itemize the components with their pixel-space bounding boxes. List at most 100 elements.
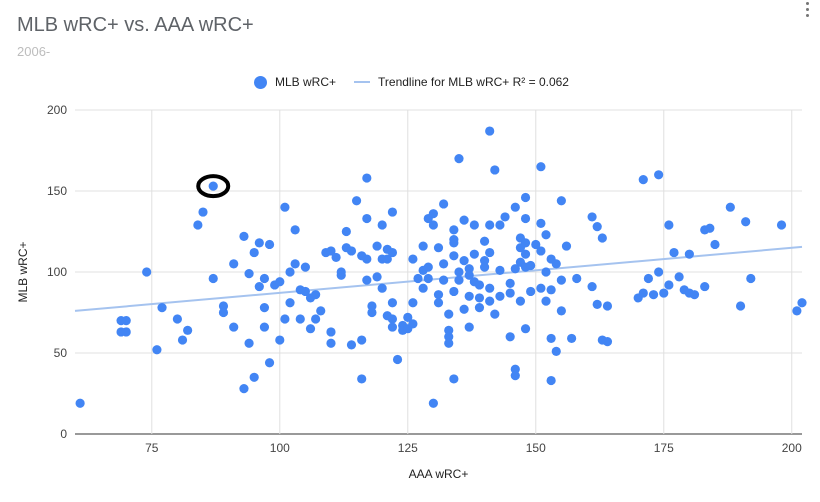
data-point <box>526 286 536 297</box>
highlight-circle <box>196 174 231 199</box>
gridlines <box>75 109 802 435</box>
more-options-icon[interactable] <box>805 2 811 22</box>
data-point <box>449 374 459 384</box>
data-point <box>408 298 418 308</box>
data-point <box>121 316 131 326</box>
data-point <box>495 220 505 230</box>
data-point <box>510 202 520 212</box>
data-point <box>479 256 490 266</box>
data-point <box>479 236 490 246</box>
y-tick-label: 100 <box>47 265 67 279</box>
data-point <box>587 281 597 292</box>
data-point <box>239 231 249 241</box>
data-point <box>351 196 362 206</box>
data-point <box>485 247 495 258</box>
data-point <box>597 233 607 243</box>
data-point <box>382 254 392 264</box>
data-point <box>444 309 454 319</box>
data-point <box>520 324 531 334</box>
data-point <box>408 319 418 329</box>
data-point <box>520 249 531 259</box>
data-point <box>403 312 413 322</box>
data-point <box>474 293 485 303</box>
data-point <box>546 285 556 295</box>
data-point <box>648 290 659 300</box>
data-point <box>275 335 285 345</box>
x-tick-label: 75 <box>145 441 159 455</box>
data-point <box>520 192 531 203</box>
data-point <box>602 337 613 347</box>
data-point <box>459 256 469 266</box>
data-point <box>664 220 674 230</box>
data-point <box>572 273 582 284</box>
data-point <box>254 238 264 248</box>
data-point <box>244 338 254 348</box>
data-point <box>454 275 464 285</box>
data-point <box>244 269 254 279</box>
data-point <box>449 251 459 261</box>
data-point <box>439 259 449 269</box>
data-point <box>300 262 310 272</box>
data-point <box>408 254 418 264</box>
data-point <box>177 335 188 345</box>
data-point <box>556 306 566 316</box>
data-point <box>454 154 464 164</box>
data-point <box>689 290 700 300</box>
data-point <box>418 283 428 293</box>
data-point <box>259 322 270 332</box>
data-point <box>367 307 377 318</box>
data-point <box>444 332 454 342</box>
data-point <box>664 280 674 290</box>
data-point <box>520 213 531 224</box>
data-point <box>659 288 669 298</box>
data-point <box>259 273 270 284</box>
data-point <box>259 303 270 313</box>
data-point <box>567 333 577 344</box>
data-point <box>264 239 275 250</box>
data-point <box>638 175 648 185</box>
data-point <box>218 307 229 318</box>
data-point <box>392 354 403 365</box>
data-point <box>423 273 433 284</box>
data-point <box>592 299 602 309</box>
data-point <box>357 374 367 384</box>
data-point <box>193 220 203 230</box>
data-point <box>387 298 398 308</box>
data-point <box>474 280 485 290</box>
data-point <box>280 314 290 324</box>
data-point <box>536 218 546 228</box>
data-point <box>367 301 377 311</box>
data-point <box>464 322 474 332</box>
data-point <box>362 213 372 224</box>
x-axis-title: AAA wRC+ <box>409 467 469 481</box>
data-point <box>372 241 382 251</box>
data-point <box>439 275 449 285</box>
data-point <box>454 267 464 277</box>
data-point <box>505 278 515 288</box>
data-point <box>536 162 546 172</box>
data-point <box>295 314 305 324</box>
data-point <box>208 273 218 284</box>
legend-trendline-marker <box>354 81 371 83</box>
data-point <box>700 281 710 292</box>
data-point <box>280 202 290 212</box>
data-points <box>75 126 807 408</box>
data-point <box>485 296 495 306</box>
data-point <box>372 272 382 282</box>
trendline <box>74 245 803 312</box>
data-point <box>515 296 526 306</box>
data-point <box>546 333 556 344</box>
data-point <box>172 314 182 324</box>
data-point <box>290 225 300 235</box>
data-point <box>218 301 229 311</box>
legend-trendline-label: Trendline for MLB wRC+ R² = 0.062 <box>378 75 569 89</box>
data-point <box>183 325 193 335</box>
data-point <box>249 247 259 258</box>
data-point <box>254 281 264 292</box>
data-point <box>387 247 398 258</box>
data-point <box>710 239 720 250</box>
data-point <box>536 283 546 293</box>
data-point <box>423 262 433 272</box>
data-point <box>336 270 346 280</box>
